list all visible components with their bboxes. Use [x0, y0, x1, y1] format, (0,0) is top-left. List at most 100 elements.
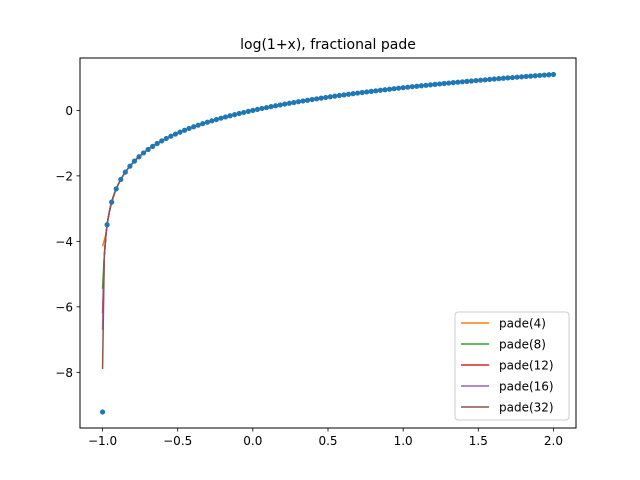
scatter-point	[314, 96, 320, 102]
scatter-point	[423, 82, 429, 88]
y-tick-label: −6	[55, 300, 73, 314]
scatter-point	[505, 75, 511, 81]
x-tick-label: 0.5	[318, 434, 337, 448]
scatter-point	[482, 77, 488, 83]
scatter-point	[532, 73, 538, 79]
scatter-point	[446, 80, 452, 86]
scatter-point	[327, 94, 333, 100]
scatter-point	[323, 94, 329, 101]
scatter-point	[318, 95, 324, 101]
scatter-point	[232, 112, 238, 118]
legend-label: pade(4)	[499, 317, 546, 331]
scatter-point	[364, 89, 370, 95]
scatter-point	[200, 121, 206, 127]
scatter-point	[140, 150, 147, 156]
scatter-point	[345, 91, 352, 97]
legend-label: pade(32)	[499, 401, 554, 415]
scatter-point	[104, 222, 110, 228]
scatter-point	[436, 81, 443, 87]
scatter-point	[300, 98, 306, 104]
scatter-point	[245, 108, 251, 114]
scatter-point	[523, 73, 529, 80]
scatter-point	[455, 79, 461, 85]
scatter-point	[386, 86, 393, 92]
scatter-point	[414, 83, 420, 89]
scatter-point	[150, 143, 156, 149]
scatter-point	[286, 100, 292, 106]
scatter-point	[418, 83, 424, 89]
scatter-point	[227, 113, 233, 119]
scatter-point	[131, 158, 138, 164]
scatter-point	[136, 154, 142, 160]
scatter-point	[168, 133, 174, 139]
scatter-point	[195, 122, 201, 128]
scatter-point	[218, 115, 224, 121]
scatter-point	[191, 124, 197, 130]
scatter-point	[432, 81, 438, 87]
scatter-point	[537, 72, 543, 79]
scatter-point	[154, 140, 160, 147]
y-tick-label: 0	[65, 104, 73, 118]
legend-label: pade(16)	[499, 380, 554, 394]
scatter-point	[118, 176, 124, 183]
scatter-point	[368, 88, 374, 94]
scatter-point	[113, 186, 119, 192]
scatter-point	[241, 109, 247, 116]
scatter-point	[127, 163, 133, 169]
scatter-point	[109, 199, 115, 205]
legend: pade(4) pade(8) pade(12) pade(16) pade(32)	[454, 311, 570, 421]
scatter-point	[186, 125, 192, 132]
scatter-point	[341, 92, 347, 98]
scatter-point	[427, 82, 434, 88]
y-tick-label: −4	[55, 235, 73, 249]
scatter-point	[473, 77, 479, 84]
scatter-point	[268, 104, 274, 110]
scatter-point	[518, 74, 525, 80]
scatter-point	[496, 76, 502, 82]
scatter-point	[468, 78, 475, 84]
scatter-point	[236, 110, 242, 117]
scatter-point	[355, 90, 361, 96]
scatter-point	[550, 71, 557, 78]
scatter-point	[332, 93, 338, 99]
scatter-point	[396, 85, 402, 91]
x-tick-label: 1.0	[394, 434, 413, 448]
scatter-point	[99, 409, 106, 415]
x-tick-label: 1.5	[469, 434, 488, 448]
scatter-point	[373, 88, 379, 94]
scatter-point	[514, 74, 520, 80]
scatter-point	[295, 99, 301, 105]
scatter-point	[172, 131, 179, 137]
scatter-point	[441, 80, 447, 87]
scatter-point	[391, 86, 397, 92]
scatter-point	[450, 80, 456, 86]
x-axis: −1.0 −0.5 0.0 0.5 1.0 1.5 2.0	[88, 428, 563, 448]
scatter-point	[405, 84, 411, 90]
scatter-point	[541, 72, 547, 78]
scatter-point	[377, 87, 383, 93]
scatter-point	[350, 91, 356, 97]
x-tick-label: 0.0	[243, 434, 262, 448]
scatter-point	[336, 92, 342, 99]
scatter-point	[382, 87, 388, 93]
chart-title: log(1+x), fractional pade	[240, 37, 416, 53]
scatter-point	[464, 78, 470, 84]
scatter-point	[509, 74, 516, 81]
scatter-point	[400, 85, 406, 91]
scatter-point	[491, 76, 497, 82]
x-tick-label: −0.5	[163, 434, 192, 448]
legend-label: pade(12)	[499, 359, 554, 373]
scatter-point	[222, 114, 229, 120]
scatter-point	[122, 169, 128, 175]
x-tick-label: −1.0	[88, 434, 117, 448]
scatter-point	[528, 73, 534, 79]
scatter-layer	[99, 71, 557, 415]
y-tick-label: −8	[55, 366, 73, 380]
scatter-point	[163, 135, 169, 142]
scatter-point	[282, 101, 288, 107]
legend-box	[454, 311, 570, 421]
scatter-point	[145, 146, 151, 153]
scatter-point	[177, 129, 183, 135]
scatter-point	[273, 103, 279, 109]
